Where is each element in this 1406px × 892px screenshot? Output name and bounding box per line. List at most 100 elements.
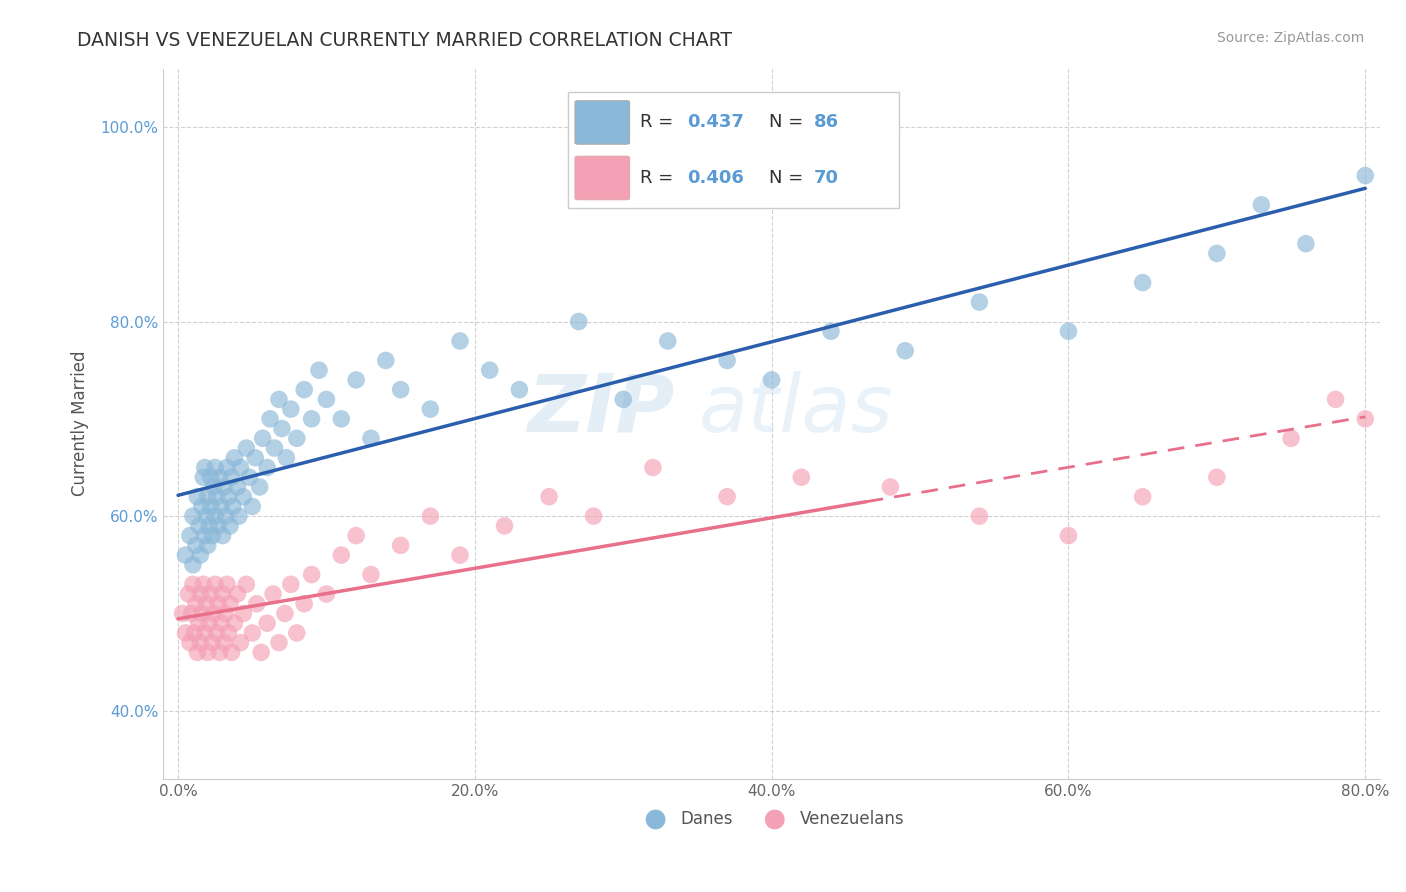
Point [249, 480, 271, 494]
Point [211, 528, 233, 542]
Point [285, 626, 308, 640]
Point [449, 334, 471, 348]
Y-axis label: Currently Married: Currently Married [72, 351, 89, 497]
Point [344, 528, 367, 542]
Point [1205, 246, 1227, 260]
Point [194, 626, 217, 640]
Point [232, 490, 254, 504]
Point [478, 363, 501, 377]
Point [568, 314, 591, 328]
Point [200, 470, 222, 484]
Point [240, 500, 263, 514]
Point [188, 587, 211, 601]
Point [184, 597, 207, 611]
Point [229, 460, 252, 475]
Point [179, 528, 201, 542]
Point [894, 343, 917, 358]
Point [224, 450, 246, 465]
Point [969, 295, 991, 310]
Point [1354, 412, 1376, 426]
Point [315, 587, 337, 601]
Text: atlas: atlas [699, 370, 893, 449]
Point [198, 519, 221, 533]
Point [1132, 276, 1154, 290]
Point [301, 412, 323, 426]
Point [195, 509, 218, 524]
Point [494, 519, 516, 533]
Point [172, 607, 194, 621]
Point [224, 616, 246, 631]
Point [202, 607, 225, 621]
Point [1205, 470, 1227, 484]
Point [181, 577, 204, 591]
Point [285, 431, 308, 445]
Point [657, 334, 679, 348]
Point [256, 616, 278, 631]
Point [250, 645, 273, 659]
Point [292, 597, 315, 611]
Point [1057, 528, 1080, 542]
Point [204, 460, 226, 475]
Point [200, 587, 222, 601]
Point [389, 538, 412, 552]
Point [226, 480, 249, 494]
Point [245, 450, 267, 465]
Text: DANISH VS VENEZUELAN CURRENTLY MARRIED CORRELATION CHART: DANISH VS VENEZUELAN CURRENTLY MARRIED C… [77, 31, 733, 50]
Point [187, 616, 209, 631]
Point [183, 626, 205, 640]
Point [194, 528, 217, 542]
Point [235, 441, 257, 455]
Point [218, 626, 240, 640]
Point [197, 645, 219, 659]
Point [612, 392, 634, 407]
Point [820, 324, 842, 338]
Point [229, 635, 252, 649]
Point [194, 460, 217, 475]
Point [274, 607, 297, 621]
Point [276, 450, 298, 465]
Point [1324, 392, 1347, 407]
Point [193, 577, 215, 591]
Point [181, 509, 204, 524]
Point [193, 470, 215, 484]
Point [201, 635, 224, 649]
Point [267, 635, 290, 649]
Point [262, 587, 284, 601]
Point [226, 587, 249, 601]
Point [1057, 324, 1080, 338]
Point [1384, 129, 1406, 144]
Point [419, 509, 441, 524]
Point [208, 645, 231, 659]
Point [259, 412, 281, 426]
Point [969, 509, 991, 524]
Point [238, 470, 260, 484]
Point [315, 392, 337, 407]
Point [211, 587, 233, 601]
Point [191, 607, 214, 621]
Point [204, 577, 226, 591]
Point [389, 383, 412, 397]
Point [449, 548, 471, 562]
Point [330, 548, 353, 562]
Point [879, 480, 901, 494]
Legend: Danes, Venezuelans: Danes, Venezuelans [633, 803, 911, 835]
Point [188, 635, 211, 649]
Point [222, 500, 245, 514]
Point [177, 587, 200, 601]
Point [187, 519, 209, 533]
Point [207, 519, 229, 533]
Point [761, 373, 783, 387]
Point [252, 431, 274, 445]
Point [360, 567, 382, 582]
Text: ZIP: ZIP [527, 370, 675, 449]
Point [184, 538, 207, 552]
Point [215, 460, 238, 475]
Point [256, 460, 278, 475]
Point [191, 500, 214, 514]
Point [221, 645, 243, 659]
Point [246, 597, 269, 611]
Point [186, 490, 208, 504]
Point [280, 402, 302, 417]
Point [263, 441, 285, 455]
Point [180, 607, 202, 621]
